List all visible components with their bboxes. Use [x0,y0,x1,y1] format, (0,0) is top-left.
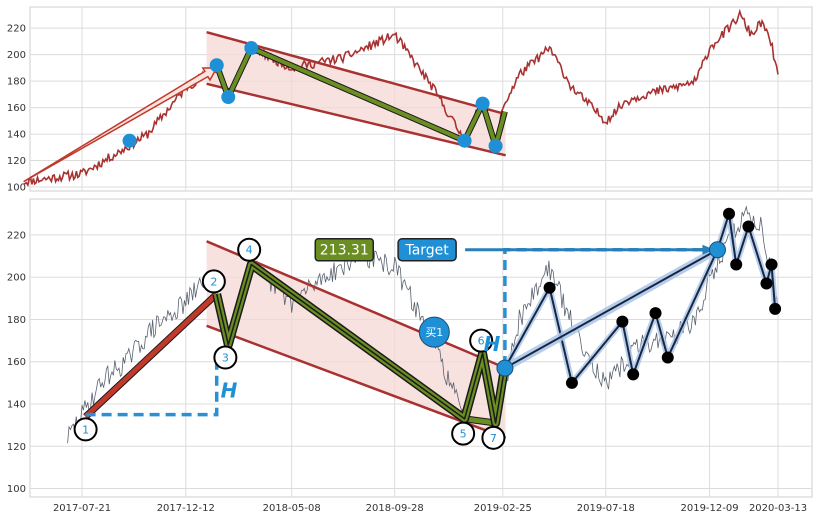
pivot-label-circle [73,417,98,442]
projection-line [504,212,777,384]
y-tick-label: 120 [7,442,26,453]
y-tick-label: 220 [7,230,26,241]
pivot-label: 4 [246,244,253,257]
pivot-label-circle [451,421,476,446]
y-tick-label: 100 [7,484,26,495]
pivot-marker [488,138,503,153]
projection-point [649,307,662,320]
pivot-label-circle [213,345,238,370]
value-box [314,237,375,262]
height-label: H [484,332,501,356]
x-tick-label: 2018-09-28 [366,503,424,514]
x-tick-label: 2019-02-25 [474,503,532,514]
buy-marker-label: 买1 [425,326,443,339]
target-box [397,237,457,262]
projection-point [760,277,773,290]
y-tick-label: 200 [7,273,26,284]
buy-marker [418,316,450,348]
projection-point [730,258,743,271]
channel-upper-line [206,240,507,370]
projection-point [742,220,755,233]
y-tick-label: 140 [7,400,26,411]
pivot-marker [457,133,472,148]
price-line [23,8,779,188]
pivot-marker [475,96,490,111]
y-tick-label: 120 [7,156,26,167]
x-tick-label: 2019-07-18 [577,503,635,514]
target-marker [708,241,726,259]
panel-bottom: 100 120 140 160 180 200 220 2017-07-21 2017-12-1… [7,198,813,514]
channel-lower-line [206,324,507,439]
x-tick-label: 2017-12-12 [157,503,215,514]
y-tick-label: 200 [7,50,26,61]
y-tick-label: 100 [7,183,26,194]
pattern-centerline [215,263,506,424]
pivot-label: 2 [210,275,217,288]
x-tick-label: 2019-12-09 [680,503,738,514]
entry-marker [496,359,514,377]
pattern-ext-line [464,416,496,426]
y-tick-label: 180 [7,77,26,88]
projection-point [543,281,556,294]
projection-point [616,315,629,328]
height-label: H [221,379,238,403]
pivot-label: 3 [222,352,229,365]
value-box-label: 213.31 [320,243,369,259]
price-line [67,205,779,444]
panel-top: 100 120 140 160 180 200 220 [7,6,813,194]
pivot-marker [122,133,137,148]
y-tick-label: 180 [7,315,26,326]
target-box-label: Target [404,243,449,259]
pivot-label-circle [237,237,262,262]
projection-point [769,302,782,315]
x-tick-label: 2020-03-13 [749,503,807,514]
pivot-label: 6 [478,335,485,348]
projection-point [627,368,640,381]
trend-line [83,292,219,419]
pivot-label: 7 [490,432,497,445]
pivot-marker [221,90,236,105]
y-tick-label: 160 [7,103,26,114]
projection-point [765,258,778,271]
x-tick-label: 2017-07-21 [53,503,111,514]
projection-point [565,376,578,389]
projection-point [661,351,674,364]
channel-lower-line [206,82,506,157]
target-line [504,248,718,369]
target-arrowhead [702,244,715,255]
pivot-marker [244,41,259,56]
x-tick-label: 2018-05-08 [263,503,321,514]
y-tick-label: 220 [7,24,26,35]
height-guide [85,351,219,417]
pivot-label: 5 [460,428,467,441]
pivot-label-circle [481,425,506,450]
y-tick-label: 160 [7,357,26,368]
projection-point [723,207,736,220]
pivot-label-circle [201,269,226,294]
pivot-marker [209,58,224,73]
pivot-label: 1 [82,423,89,436]
y-tick-label: 140 [7,130,26,141]
pivot-label-circle [469,328,494,353]
